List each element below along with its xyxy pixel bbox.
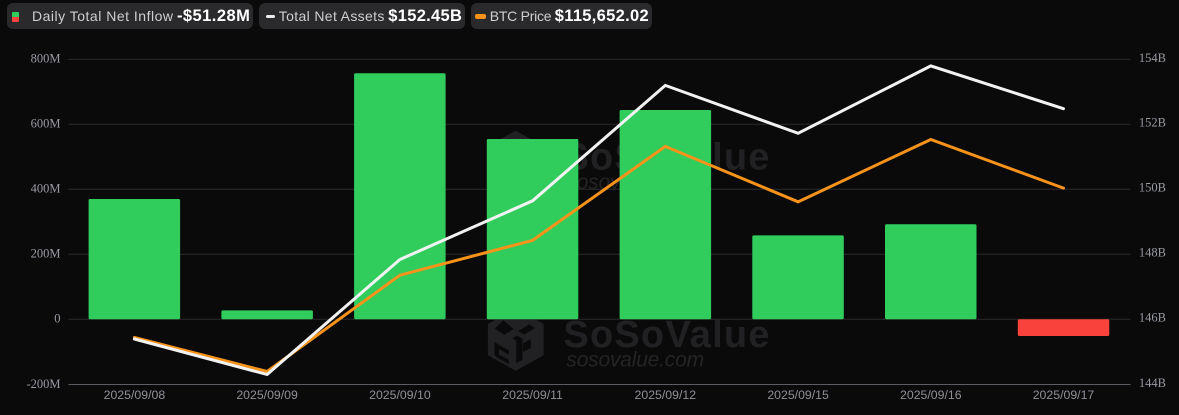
svg-text:148B: 148B (1139, 246, 1166, 260)
svg-text:2025/09/16: 2025/09/16 (900, 388, 962, 402)
svg-text:2025/09/10: 2025/09/10 (369, 388, 431, 402)
svg-text:2025/09/11: 2025/09/11 (502, 388, 563, 402)
svg-text:150B: 150B (1139, 181, 1166, 195)
svg-text:144B: 144B (1139, 376, 1166, 390)
svg-text:800M: 800M (31, 52, 61, 66)
svg-text:154B: 154B (1139, 51, 1166, 65)
svg-text:2025/09/08: 2025/09/08 (104, 388, 166, 402)
svg-text:2025/09/15: 2025/09/15 (767, 388, 829, 402)
svg-text:2025/09/12: 2025/09/12 (635, 388, 697, 402)
svg-text:146B: 146B (1139, 311, 1166, 325)
svg-text:152B: 152B (1139, 116, 1166, 130)
svg-text:2025/09/17: 2025/09/17 (1033, 388, 1095, 402)
svg-text:0: 0 (54, 312, 60, 326)
svg-text:-200M: -200M (26, 377, 60, 391)
svg-text:200M: 200M (31, 247, 61, 261)
svg-text:600M: 600M (31, 117, 61, 131)
svg-text:400M: 400M (31, 182, 61, 196)
svg-text:2025/09/09: 2025/09/09 (236, 388, 298, 402)
